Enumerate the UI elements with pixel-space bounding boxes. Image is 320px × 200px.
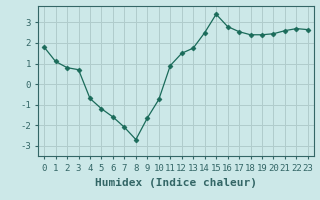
X-axis label: Humidex (Indice chaleur): Humidex (Indice chaleur) <box>95 178 257 188</box>
